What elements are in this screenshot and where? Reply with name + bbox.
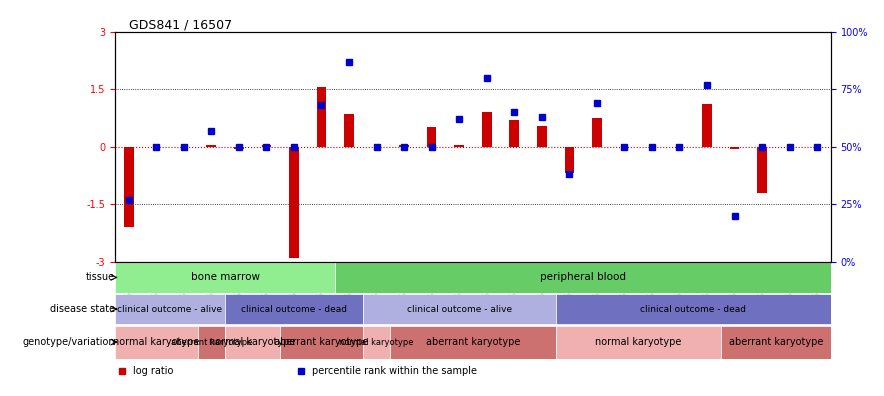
Bar [537, 126, 546, 147]
Bar [427, 128, 437, 147]
Bar [344, 114, 354, 147]
Text: clinical outcome - dead: clinical outcome - dead [640, 305, 746, 314]
Bar [592, 118, 602, 147]
Text: bone marrow: bone marrow [191, 272, 260, 282]
Text: clinical outcome - dead: clinical outcome - dead [241, 305, 347, 314]
Bar [482, 112, 492, 147]
Text: percentile rank within the sample: percentile rank within the sample [312, 366, 476, 376]
Text: GDS841 / 16507: GDS841 / 16507 [129, 19, 232, 32]
Bar [702, 105, 712, 147]
Text: normal karyotype: normal karyotype [339, 338, 414, 346]
Text: normal karyotype: normal karyotype [210, 337, 296, 347]
FancyBboxPatch shape [720, 326, 831, 359]
Text: aberrant karyotype: aberrant karyotype [171, 338, 252, 346]
Text: aberrant karyotype: aberrant karyotype [274, 337, 369, 347]
Bar [316, 87, 326, 147]
FancyBboxPatch shape [280, 326, 362, 359]
Bar [509, 120, 519, 147]
Text: clinical outcome - alive: clinical outcome - alive [118, 305, 223, 314]
Bar [565, 147, 574, 173]
Bar [289, 147, 299, 258]
Bar [207, 145, 216, 147]
FancyBboxPatch shape [391, 326, 555, 359]
FancyBboxPatch shape [115, 294, 225, 324]
FancyBboxPatch shape [225, 326, 280, 359]
Bar [400, 145, 409, 147]
Text: log ratio: log ratio [133, 366, 173, 376]
Text: tissue: tissue [86, 272, 115, 282]
FancyBboxPatch shape [555, 294, 831, 324]
Bar [730, 147, 739, 148]
Text: aberrant karyotype: aberrant karyotype [426, 337, 520, 347]
FancyBboxPatch shape [115, 262, 335, 293]
FancyBboxPatch shape [362, 326, 391, 359]
FancyBboxPatch shape [197, 326, 225, 359]
FancyBboxPatch shape [555, 326, 720, 359]
Bar [124, 147, 133, 227]
FancyBboxPatch shape [115, 326, 197, 359]
Text: aberrant karyotype: aberrant karyotype [728, 337, 823, 347]
Bar [262, 145, 271, 147]
Bar [234, 147, 244, 148]
Text: disease state: disease state [50, 304, 115, 314]
Text: peripheral blood: peripheral blood [540, 272, 626, 282]
FancyBboxPatch shape [362, 294, 555, 324]
Text: normal karyotype: normal karyotype [113, 337, 200, 347]
Bar [758, 147, 767, 192]
FancyBboxPatch shape [335, 262, 831, 293]
Bar [454, 145, 464, 147]
FancyBboxPatch shape [225, 294, 362, 324]
Text: normal karyotype: normal karyotype [595, 337, 682, 347]
Text: clinical outcome - alive: clinical outcome - alive [407, 305, 512, 314]
Text: genotype/variation: genotype/variation [22, 337, 115, 347]
